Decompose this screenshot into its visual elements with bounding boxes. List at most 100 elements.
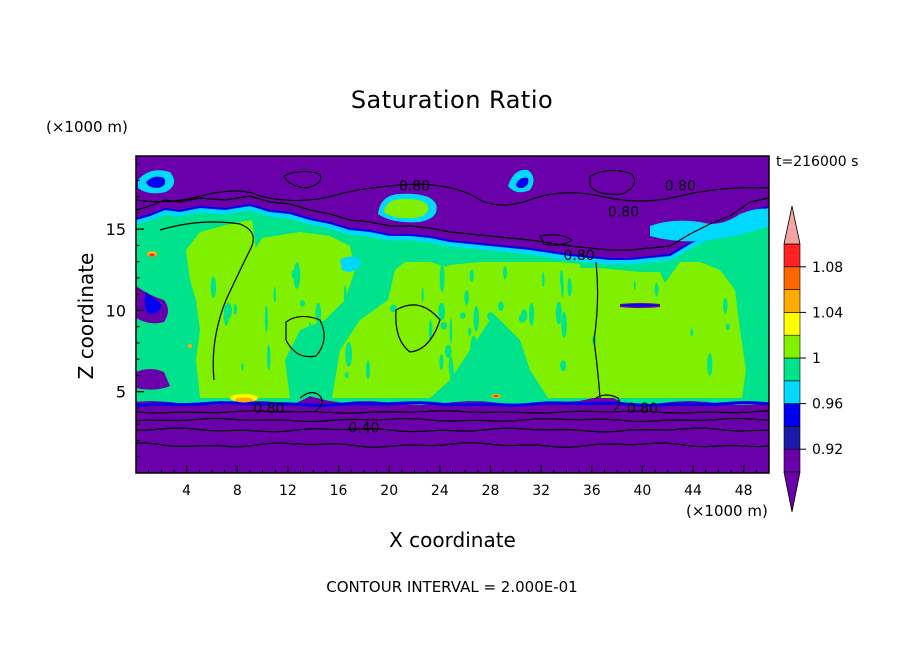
filament [366, 360, 370, 380]
x-tick-label: 40 [633, 483, 651, 499]
filament [440, 321, 447, 330]
contour-label: 0.80 [627, 401, 658, 417]
filament [439, 354, 444, 371]
contour-label-text: 0.40 [348, 420, 379, 436]
filament [241, 363, 244, 371]
bump-contour [595, 394, 620, 411]
field-fill [136, 156, 769, 473]
filament [449, 318, 453, 344]
time-label: t=216000 s [776, 154, 859, 170]
filament [494, 349, 497, 374]
closed-contour [395, 304, 441, 353]
closed-contour [539, 234, 574, 246]
closed-contour [285, 315, 325, 358]
supersaturated-plume [650, 262, 746, 398]
colorbar-tick-label: 0.96 [812, 397, 843, 413]
filament [233, 303, 237, 315]
filament [298, 336, 304, 348]
contour-label-text: 0.80 [627, 401, 658, 417]
filament [300, 300, 305, 307]
filament [421, 287, 424, 302]
filament [292, 370, 296, 387]
filament [210, 276, 217, 298]
filament [450, 363, 455, 390]
filament [541, 272, 545, 287]
filament [503, 266, 507, 280]
contour-label: 0.40 [348, 420, 379, 436]
filament [460, 312, 466, 319]
closed-contour [283, 170, 322, 189]
filament [438, 302, 446, 321]
x-tick-label: 48 [735, 483, 753, 499]
y-tick-label: 10 [106, 301, 126, 320]
filament [378, 269, 385, 277]
colorbar-tick-label: 1 [812, 351, 821, 367]
contour-lines [136, 169, 769, 448]
y-unit-label: (×1000 m) [46, 118, 128, 136]
contour-label-text: 0.80 [665, 178, 696, 194]
filament [273, 286, 276, 303]
filament [439, 264, 445, 292]
plume-outline [593, 261, 601, 399]
filament [707, 353, 713, 376]
filament [498, 301, 504, 311]
filament [329, 359, 333, 376]
colorbar-segment [783, 243, 801, 268]
filament [345, 341, 353, 367]
colorbar-segment [783, 334, 801, 359]
top-left-blob-core [146, 176, 166, 188]
supersaturated-plume [398, 262, 585, 398]
filament [555, 301, 562, 325]
filament [293, 262, 301, 289]
contour-label: 0.80 [253, 401, 284, 417]
x-tick-label: 28 [482, 483, 500, 499]
chart-title: Saturation Ratio [350, 86, 554, 114]
top-mid-blob-core [516, 177, 529, 188]
contour-label: 0.80 [608, 204, 639, 220]
filament [518, 314, 526, 323]
colorbar-tick-label: 1.04 [812, 305, 843, 321]
filament [428, 320, 433, 341]
bump-contour [299, 391, 323, 411]
colorbar-tick-label: 1.08 [812, 260, 843, 276]
mid-cyan-spot [340, 256, 362, 272]
filament [633, 280, 636, 290]
contour-label: 0.80 [665, 178, 696, 194]
contour-label-text: 0.80 [608, 204, 639, 220]
colorbar-segment [783, 426, 801, 450]
filament [690, 328, 694, 337]
filament [654, 282, 659, 297]
filament [529, 302, 535, 326]
filament [267, 344, 271, 371]
contour-labels: 0.80 0.40 0.80 0.80 0.80 0.80 0.80 [253, 178, 696, 436]
filament [390, 304, 397, 313]
filament [343, 284, 347, 308]
x-tick-label: 16 [330, 483, 348, 499]
filament [468, 327, 472, 337]
x-tick-label: 32 [532, 483, 550, 499]
filament [264, 305, 268, 333]
filament [560, 360, 567, 372]
hotspot-red-mid [493, 395, 499, 397]
closed-contour [589, 169, 635, 195]
contour-label-text: 0.80 [564, 248, 595, 264]
x-unit-label: (×1000 m) [686, 502, 768, 520]
low-level-contour [136, 442, 769, 448]
lower-fringe-blue [136, 400, 769, 407]
x-tick-label: 36 [583, 483, 601, 499]
colorbar-segment [783, 403, 801, 427]
filament [496, 368, 503, 389]
x-tick-label: 4 [182, 483, 191, 499]
upper-fringe-blue [136, 203, 769, 260]
low-level-contour [136, 427, 769, 433]
colorbar-segment [783, 380, 801, 404]
hotspot-red-left [149, 253, 155, 257]
filament [344, 372, 349, 379]
colorbar-over-triangle [783, 205, 801, 245]
plume-outline [159, 221, 254, 381]
x-axis-label: X coordinate [389, 528, 516, 552]
filament [445, 344, 452, 358]
upper-contour [136, 195, 769, 251]
filament [487, 312, 494, 321]
